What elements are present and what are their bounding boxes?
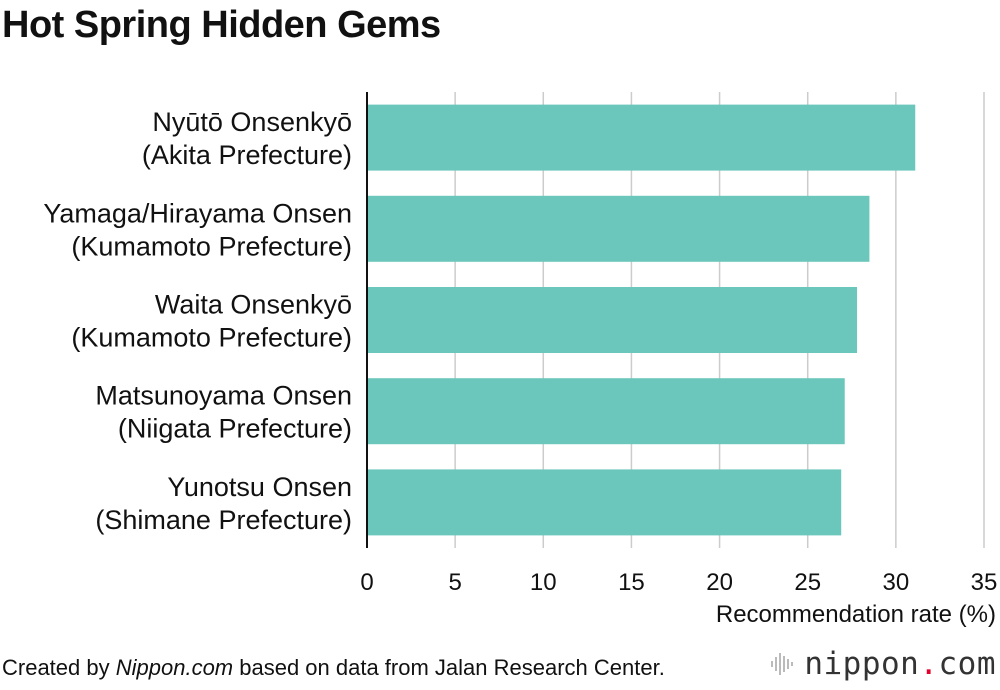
x-tick-label: 10	[530, 569, 557, 596]
x-axis-title: Recommendation rate (%)	[716, 601, 996, 628]
x-tick-label: 25	[794, 569, 821, 596]
category-label: Nyūtō Onsenkyō	[152, 107, 352, 137]
chart-title: Hot Spring Hidden Gems	[2, 4, 441, 46]
sound-wave-icon	[771, 653, 794, 675]
x-tick-label: 5	[448, 569, 461, 596]
logo-dot: .	[919, 646, 939, 682]
bar	[367, 378, 845, 445]
x-tick-label: 20	[706, 569, 733, 596]
bar	[367, 469, 842, 536]
category-label: (Kumamoto Prefecture)	[71, 231, 352, 261]
category-label: Waita Onsenkyō	[155, 290, 352, 320]
x-tick-label: 15	[618, 569, 645, 596]
category-label: Yamaga/Hirayama Onsen	[43, 198, 352, 228]
source-prefix: Created by	[2, 655, 116, 680]
x-tick-label: 30	[883, 569, 910, 596]
category-label: (Kumamoto Prefecture)	[71, 323, 352, 353]
category-label: Matsunoyama Onsen	[95, 381, 352, 411]
bar	[367, 195, 870, 262]
logo-wordmark: nippon.com	[804, 646, 996, 682]
nippon-logo: nippon.com	[770, 646, 996, 682]
category-label: (Akita Prefecture)	[142, 140, 352, 170]
x-tick-label: 35	[971, 569, 998, 596]
category-label: (Shimane Prefecture)	[95, 505, 352, 535]
logo-name: nippon	[804, 646, 920, 682]
bar	[367, 287, 858, 353]
logo-tld: com	[938, 646, 996, 682]
bar	[367, 104, 916, 171]
bar-chart: Nyūtō Onsenkyō(Akita Prefecture) Yamaga/H…	[43, 92, 998, 628]
x-tick-label: 0	[360, 569, 373, 596]
category-label: Yunotsu Onsen	[167, 472, 352, 502]
source-note: Created by Nippon.com based on data from…	[2, 655, 665, 681]
source-suffix: based on data from Jalan Research Center…	[233, 655, 665, 680]
category-label: (Niigata Prefecture)	[118, 414, 352, 444]
source-brand: Nippon.com	[115, 655, 234, 680]
